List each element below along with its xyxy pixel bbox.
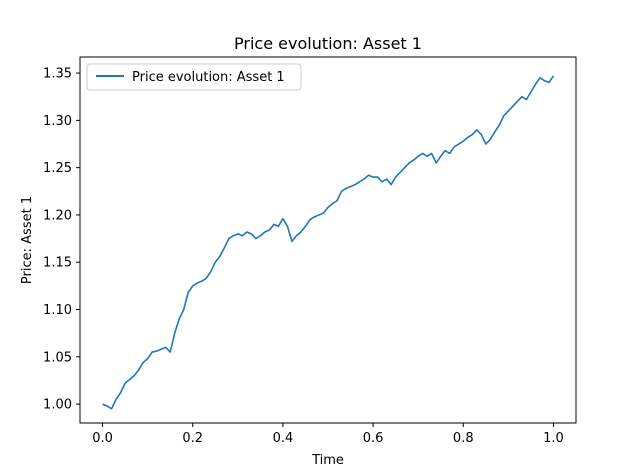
axes-frame: [79, 56, 577, 424]
y-tick-label: 1.00: [43, 398, 72, 413]
chart-title: Price evolution: Asset 1: [234, 34, 422, 53]
y-tick-label: 1.10: [43, 303, 72, 318]
x-tick-label: 0.0: [92, 431, 113, 446]
x-tick-label: 0.8: [453, 431, 474, 446]
x-axis-label: Time: [311, 453, 344, 468]
x-tick-label: 1.0: [543, 431, 564, 446]
legend: Price evolution: Asset 1: [86, 63, 302, 91]
axis-ticks: 0.0 0.2 0.4 0.6 0.8 1.0 1.00 1.05 1.10 1.15 1.20 1.…: [43, 67, 564, 446]
series-line-0: [102, 75, 555, 410]
y-axis-label: Price: Asset 1: [20, 196, 35, 284]
x-tick-label: 0.4: [273, 431, 294, 446]
legend-label: Price evolution: Asset 1: [132, 70, 285, 85]
y-tick-label: 1.35: [43, 67, 72, 82]
x-tick-label: 0.2: [182, 431, 203, 446]
y-tick-label: 1.25: [43, 161, 72, 176]
x-tick-label: 0.6: [363, 431, 384, 446]
plot-area: [102, 75, 555, 410]
y-tick-label: 1.30: [43, 114, 72, 129]
legend-box: [86, 63, 302, 91]
y-tick-label: 1.05: [43, 350, 72, 365]
y-tick-label: 1.15: [43, 256, 72, 271]
y-tick-label: 1.20: [43, 208, 72, 223]
